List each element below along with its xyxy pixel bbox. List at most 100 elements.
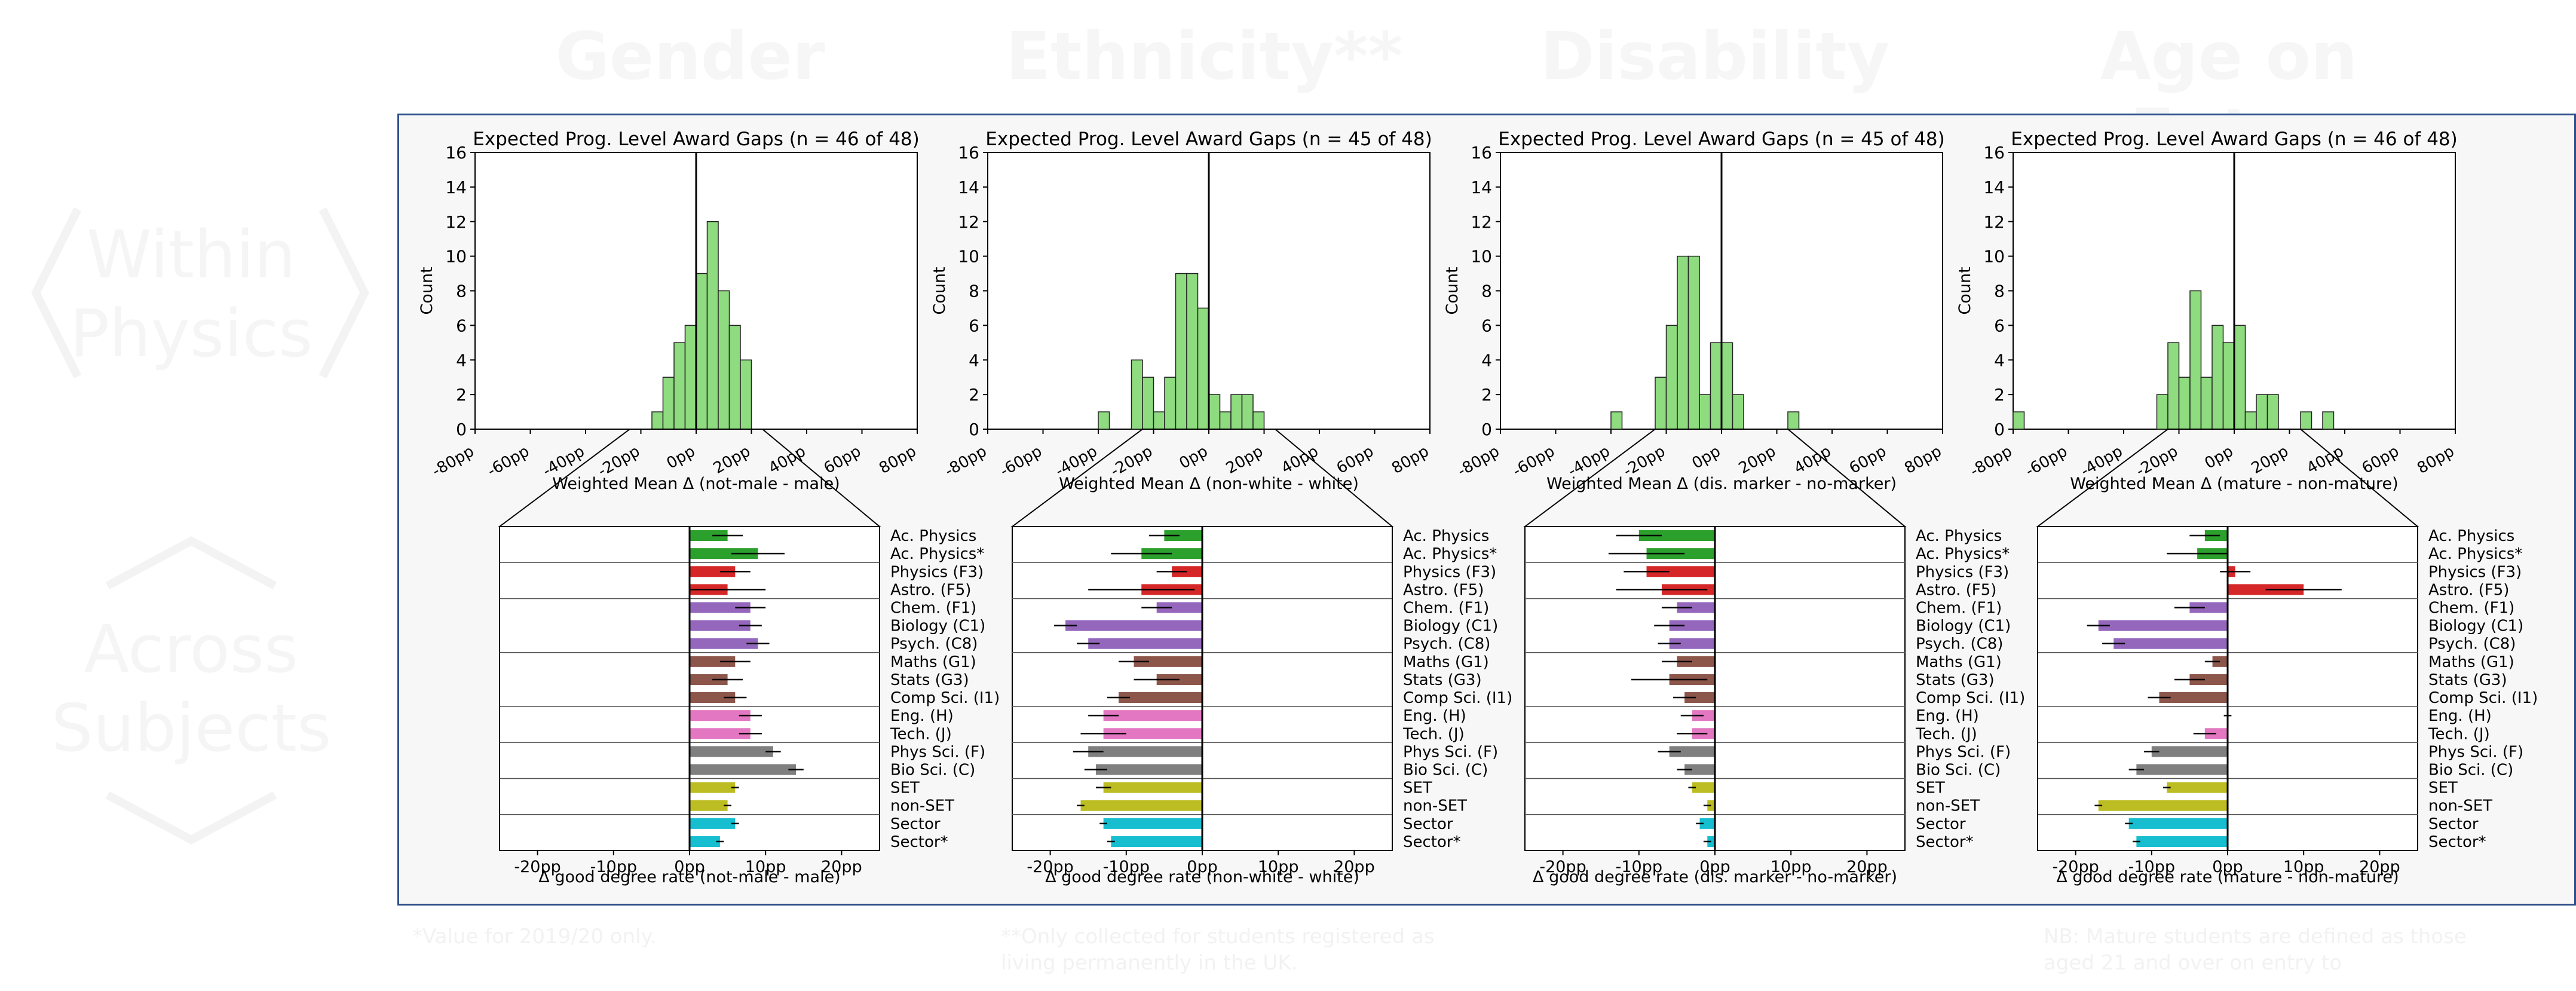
subject-label: Astro. (F5) <box>1916 581 1996 599</box>
histogram-title: Expected Prog. Level Award Gaps (n = 45 … <box>1498 129 1944 150</box>
y-tick-label: 8 <box>456 282 467 301</box>
y-tick-label: 12 <box>958 212 979 232</box>
histogram-bar <box>684 325 697 430</box>
subject-label: Tech. (J) <box>1402 725 1465 743</box>
histogram-bar <box>1655 377 1667 430</box>
histogram-bar <box>2211 325 2224 430</box>
histogram-bar <box>2167 342 2180 430</box>
subject-bar <box>2189 674 2228 685</box>
x-tick-label: 20pp <box>1334 858 1375 876</box>
chevron-right-icon <box>318 207 369 379</box>
subject-label: non-SET <box>1916 797 1980 815</box>
histogram-bar <box>1787 411 1800 430</box>
subject-bar <box>1088 746 1202 757</box>
y-axis-label: Count <box>930 267 949 314</box>
subject-bar <box>2098 620 2228 631</box>
y-tick-label: 6 <box>969 316 979 335</box>
histogram-bar <box>718 290 730 430</box>
chevron-up-icon <box>105 536 277 590</box>
nav-across-subjects[interactable]: Across Subjects <box>24 526 359 861</box>
histogram-bar <box>2266 394 2279 430</box>
subject-label: non-SET <box>890 797 954 815</box>
subject-label: SET <box>2428 779 2458 797</box>
subject-label: Phys Sci. (F) <box>890 743 985 761</box>
subject-label: Physics (F3) <box>890 563 984 581</box>
histogram-bar <box>706 221 719 430</box>
histogram-bar <box>1142 377 1154 430</box>
subject-label: Chem. (F1) <box>890 600 976 617</box>
subject-bar <box>690 746 773 757</box>
subject-label: Ac. Physics <box>890 527 976 545</box>
subject-label: Ac. Physics* <box>1403 545 1497 563</box>
y-tick-label: 0 <box>1481 420 1492 439</box>
subject-label: Eng. (H) <box>1403 707 1466 725</box>
subject-label: SET <box>1403 779 1432 797</box>
histogram-title: Expected Prog. Level Award Gaps (n = 45 … <box>985 129 1432 150</box>
histogram-bar <box>2234 325 2246 430</box>
subject-bar <box>1707 800 1715 811</box>
subject-bar <box>1669 746 1715 757</box>
x-tick-label: 20pp <box>2359 858 2400 876</box>
histogram-bar <box>2222 342 2235 430</box>
subject-bar <box>690 638 758 649</box>
x-axis-label: Weighted Mean Δ (mature - non-mature) <box>2070 475 2398 493</box>
x-tick-label: 0pp <box>1689 442 1724 473</box>
subject-label: Bio Sci. (C) <box>2428 761 2513 779</box>
x-tick-label: 60pp <box>1334 442 1377 478</box>
y-tick-label: 12 <box>1983 212 2005 232</box>
y-tick-label: 2 <box>1481 385 1492 405</box>
y-tick-label: 14 <box>1471 178 1492 197</box>
subject-bar <box>690 656 736 667</box>
x-axis-label: Weighted Mean Δ (non-white - white) <box>1059 475 1359 493</box>
subject-label: Tech. (J) <box>2428 725 2490 743</box>
x-tick-label: -10pp <box>590 858 637 876</box>
y-tick-label: 4 <box>1994 350 2005 370</box>
x-tick-label: 40pp <box>1278 442 1321 478</box>
subject-bar <box>1111 836 1202 847</box>
subject-bar <box>1103 728 1202 739</box>
subject-label: Phys Sci. (F) <box>1916 743 2011 761</box>
y-tick-label: 6 <box>1481 316 1492 335</box>
histogram-bar <box>1175 273 1187 430</box>
histogram-bar <box>651 411 664 430</box>
x-tick-label: 0pp <box>1177 442 1211 473</box>
histogram-bar <box>2300 411 2312 430</box>
subject-label: Sector* <box>2428 833 2486 851</box>
subject-bar <box>690 548 758 559</box>
chevron-left-icon <box>31 207 82 379</box>
histogram-bar <box>2244 411 2257 430</box>
x-axis-label: Δ good degree rate (dis. marker - no-mar… <box>1533 868 1897 886</box>
y-tick-label: 16 <box>1471 143 1492 163</box>
x-tick-label: -80pp <box>1454 442 1502 481</box>
subject-bar <box>690 800 728 811</box>
subject-bar <box>2189 602 2228 613</box>
subject-bar <box>1156 602 1202 613</box>
nav-within-label: Within Physics <box>69 216 313 372</box>
x-tick-label: 10pp <box>745 858 786 876</box>
subject-bar <box>690 782 736 793</box>
subject-bar <box>1684 764 1715 775</box>
histogram-title: Expected Prog. Level Award Gaps (n = 46 … <box>2011 129 2457 150</box>
subject-label: non-SET <box>1403 797 1467 815</box>
x-tick-label: -80pp <box>1967 442 2015 481</box>
subject-bar <box>2136 764 2228 775</box>
histogram-bar <box>2013 411 2025 430</box>
subject-bar <box>690 710 751 721</box>
x-tick-label: 40pp <box>1791 442 1834 478</box>
subject-label: Biology (C1) <box>890 617 985 635</box>
x-tick-label: 20pp <box>2249 442 2292 478</box>
subject-label: Astro. (F5) <box>890 581 971 599</box>
header-ethnicity: Ethnicity** <box>1005 18 1403 94</box>
subject-bar <box>1080 800 1202 811</box>
x-axis-label: Δ good degree rate (not-male - male) <box>538 868 840 886</box>
histogram-bar <box>2322 411 2335 430</box>
histogram-bar <box>1721 342 1733 430</box>
subject-bar <box>2151 746 2228 757</box>
subject-bar <box>1134 656 1202 667</box>
subject-label: Astro. (F5) <box>2428 581 2509 599</box>
subject-label: Comp Sci. (I1) <box>890 689 1000 707</box>
header-gender: Gender <box>555 18 825 94</box>
histogram-bar <box>1687 255 1700 430</box>
nav-within-physics[interactable]: Within Physics <box>24 203 369 383</box>
y-tick-label: 12 <box>1471 212 1492 232</box>
